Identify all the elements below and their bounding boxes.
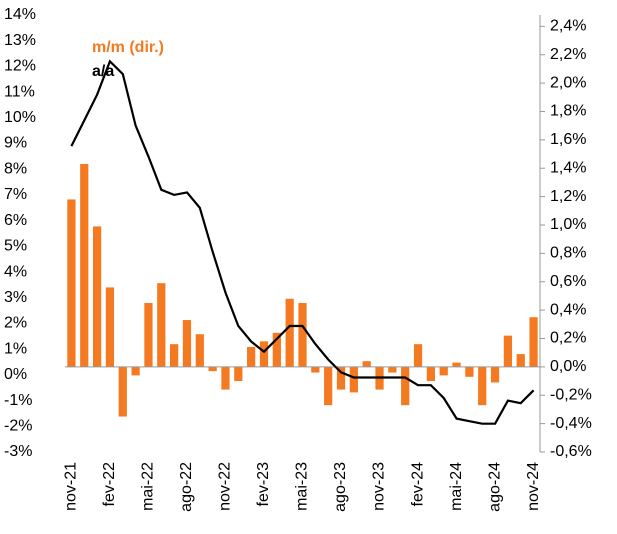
bar <box>208 366 217 372</box>
bar <box>401 366 410 406</box>
x-tick-label: nov-24 <box>525 462 542 511</box>
x-tick-label: fev-23 <box>255 462 272 507</box>
x-tick-label: mai-22 <box>140 462 157 511</box>
x-tick-label: fev-24 <box>409 462 426 507</box>
x-tick-label: nov-23 <box>371 462 388 511</box>
bar <box>259 341 269 367</box>
bar <box>170 344 179 367</box>
bar <box>490 366 500 383</box>
y2-tick-label: 0,0% <box>550 358 586 375</box>
y-tick-label: 7% <box>4 186 27 203</box>
x-tick-label: ago-22 <box>178 462 195 512</box>
bar <box>324 366 333 406</box>
y-tick-label: 14% <box>4 6 36 23</box>
bar <box>221 366 230 390</box>
y-tick-label: 13% <box>4 32 36 49</box>
bar <box>92 226 102 367</box>
bar <box>452 362 461 367</box>
y2-tick-label: 0,2% <box>550 330 586 347</box>
legend-label: m/m (dir.) <box>92 39 164 56</box>
y-tick-label: 10% <box>4 109 36 126</box>
y2-tick-label: 1,2% <box>550 188 586 205</box>
y-tick-label: -1% <box>4 392 32 409</box>
bar <box>131 366 140 376</box>
bar <box>285 298 294 367</box>
x-tick-label: mai-24 <box>448 462 465 511</box>
legend-label: a/a <box>92 63 114 80</box>
bar <box>388 366 397 373</box>
bar <box>247 347 256 367</box>
bar <box>144 303 153 367</box>
y2-tick-label: -0,6% <box>550 443 592 460</box>
bar <box>336 366 346 390</box>
bar <box>516 354 525 367</box>
bar <box>426 366 435 382</box>
line <box>70 59 535 425</box>
y2-tick-label: 0,4% <box>550 301 586 318</box>
bar <box>362 361 371 367</box>
bar <box>465 366 474 377</box>
y2-tick-label: 1,0% <box>550 216 586 233</box>
bar <box>67 199 76 367</box>
x-tick-label: ago-23 <box>332 462 349 512</box>
bar <box>478 366 487 406</box>
bar <box>503 335 513 367</box>
bar <box>439 366 448 376</box>
y-tick-label: 11% <box>4 83 35 100</box>
y-tick-label: 6% <box>4 212 27 229</box>
bar <box>298 303 307 367</box>
x-tick-label: mai-23 <box>294 462 311 511</box>
bar <box>118 366 127 417</box>
y2-tick-label: 1,8% <box>550 103 586 120</box>
bar <box>234 366 243 382</box>
x-tick-label: ago-24 <box>486 462 503 512</box>
y-tick-label: -3% <box>4 443 32 460</box>
y2-tick-label: 1,6% <box>550 131 586 148</box>
bar <box>272 332 281 367</box>
bar <box>311 366 320 373</box>
x-tick-label: nov-22 <box>217 462 234 511</box>
y-tick-label: 4% <box>4 263 27 280</box>
bar <box>182 320 192 367</box>
bar <box>195 334 204 367</box>
y-tick-label: 1% <box>4 340 27 357</box>
y2-tick-label: 1,4% <box>550 159 586 176</box>
y-tick-label: 3% <box>4 289 27 306</box>
bar <box>80 163 89 367</box>
bar <box>529 317 538 367</box>
y2-tick-label: 2,0% <box>550 74 586 91</box>
y2-tick-label: 0,6% <box>550 273 586 290</box>
bar <box>413 344 423 367</box>
bar <box>105 287 115 367</box>
y-tick-label: 8% <box>4 160 27 177</box>
y2-tick-label: 2,2% <box>550 46 586 63</box>
y-tick-label: 2% <box>4 315 27 332</box>
y-tick-label: 9% <box>4 135 27 152</box>
y2-tick-label: 0,8% <box>550 245 586 262</box>
x-tick-label: fev-22 <box>101 462 118 507</box>
y-tick-label: 0% <box>4 366 27 383</box>
y-tick-label: 12% <box>4 58 36 75</box>
y-tick-label: 5% <box>4 238 27 255</box>
y2-tick-label: -0,2% <box>550 386 592 403</box>
y2-tick-label: -0,4% <box>550 415 592 432</box>
bar <box>157 283 166 367</box>
x-tick-label: nov-21 <box>63 462 80 511</box>
bar <box>349 366 358 393</box>
y-tick-label: -2% <box>4 418 32 435</box>
y2-tick-label: 2,4% <box>550 18 586 35</box>
